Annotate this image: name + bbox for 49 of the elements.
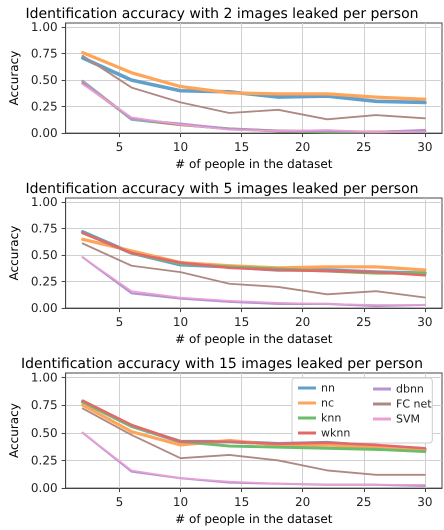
x-tick-label: 30 [417,140,433,154]
x-axis-title: # of people in the dataset [175,332,333,346]
legend-label: nc [321,396,334,410]
y-tick-label: 0.50 [30,426,58,440]
x-tick-label: 15 [234,315,250,330]
y-tick-label: 0.25 [30,453,58,468]
chart-title: Identification accuracy with 2 images leaked per person [25,6,419,22]
x-tick-label: 30 [417,315,433,330]
legend-label: wknn [321,426,350,440]
x-tick-label: 5 [116,140,124,154]
legend-label: knn [321,412,342,424]
y-tick-label: 0.50 [30,248,58,262]
y-tick-label: 0.25 [30,274,58,289]
y-tick-label: 0.00 [30,301,58,316]
x-tick-label: 25 [356,495,372,510]
x-tick-label: 5 [116,315,124,330]
x-tick-label: 20 [295,495,310,510]
x-tick-label: 10 [172,140,188,154]
x-tick-label: 15 [234,140,250,154]
legend-label: nn [321,382,335,394]
x-tick-label: 15 [234,495,250,510]
y-tick-label: 0.75 [30,398,58,412]
legend-label: dbnn [396,382,424,396]
x-tick-label: 25 [356,140,372,154]
y-axis-title: Accuracy [7,403,21,458]
y-tick-label: 0.00 [30,126,58,140]
y-tick-label: 0.75 [30,46,58,61]
y-axis-title: Accuracy [7,50,21,106]
y-tick-label: 0.25 [30,100,58,114]
x-tick-label: 10 [172,495,188,510]
x-tick-label: 25 [356,315,372,330]
x-tick-label: 30 [417,495,433,510]
y-tick-label: 0.00 [30,481,58,496]
chart-title: Identification accuracy with 5 images leaked per person [25,181,419,197]
x-axis-title: # of people in the dataset [175,512,333,526]
chart-title: Identification accuracy with 15 images leaked per person [21,356,423,372]
x-tick-label: 20 [295,140,310,154]
x-tick-label: 20 [295,315,310,330]
y-tick-label: 1.00 [30,195,58,210]
x-axis-title: # of people in the dataset [175,157,333,171]
y-tick-label: 0.50 [30,73,58,88]
y-axis-title: Accuracy [7,226,21,280]
x-tick-label: 10 [172,315,188,330]
y-tick-label: 0.75 [30,222,58,236]
y-tick-label: 1.00 [30,370,58,384]
x-tick-label: 5 [116,495,124,510]
y-tick-label: 1.00 [30,20,58,34]
legend-label: SVM [396,412,420,426]
legend-label: FC net [396,398,432,410]
